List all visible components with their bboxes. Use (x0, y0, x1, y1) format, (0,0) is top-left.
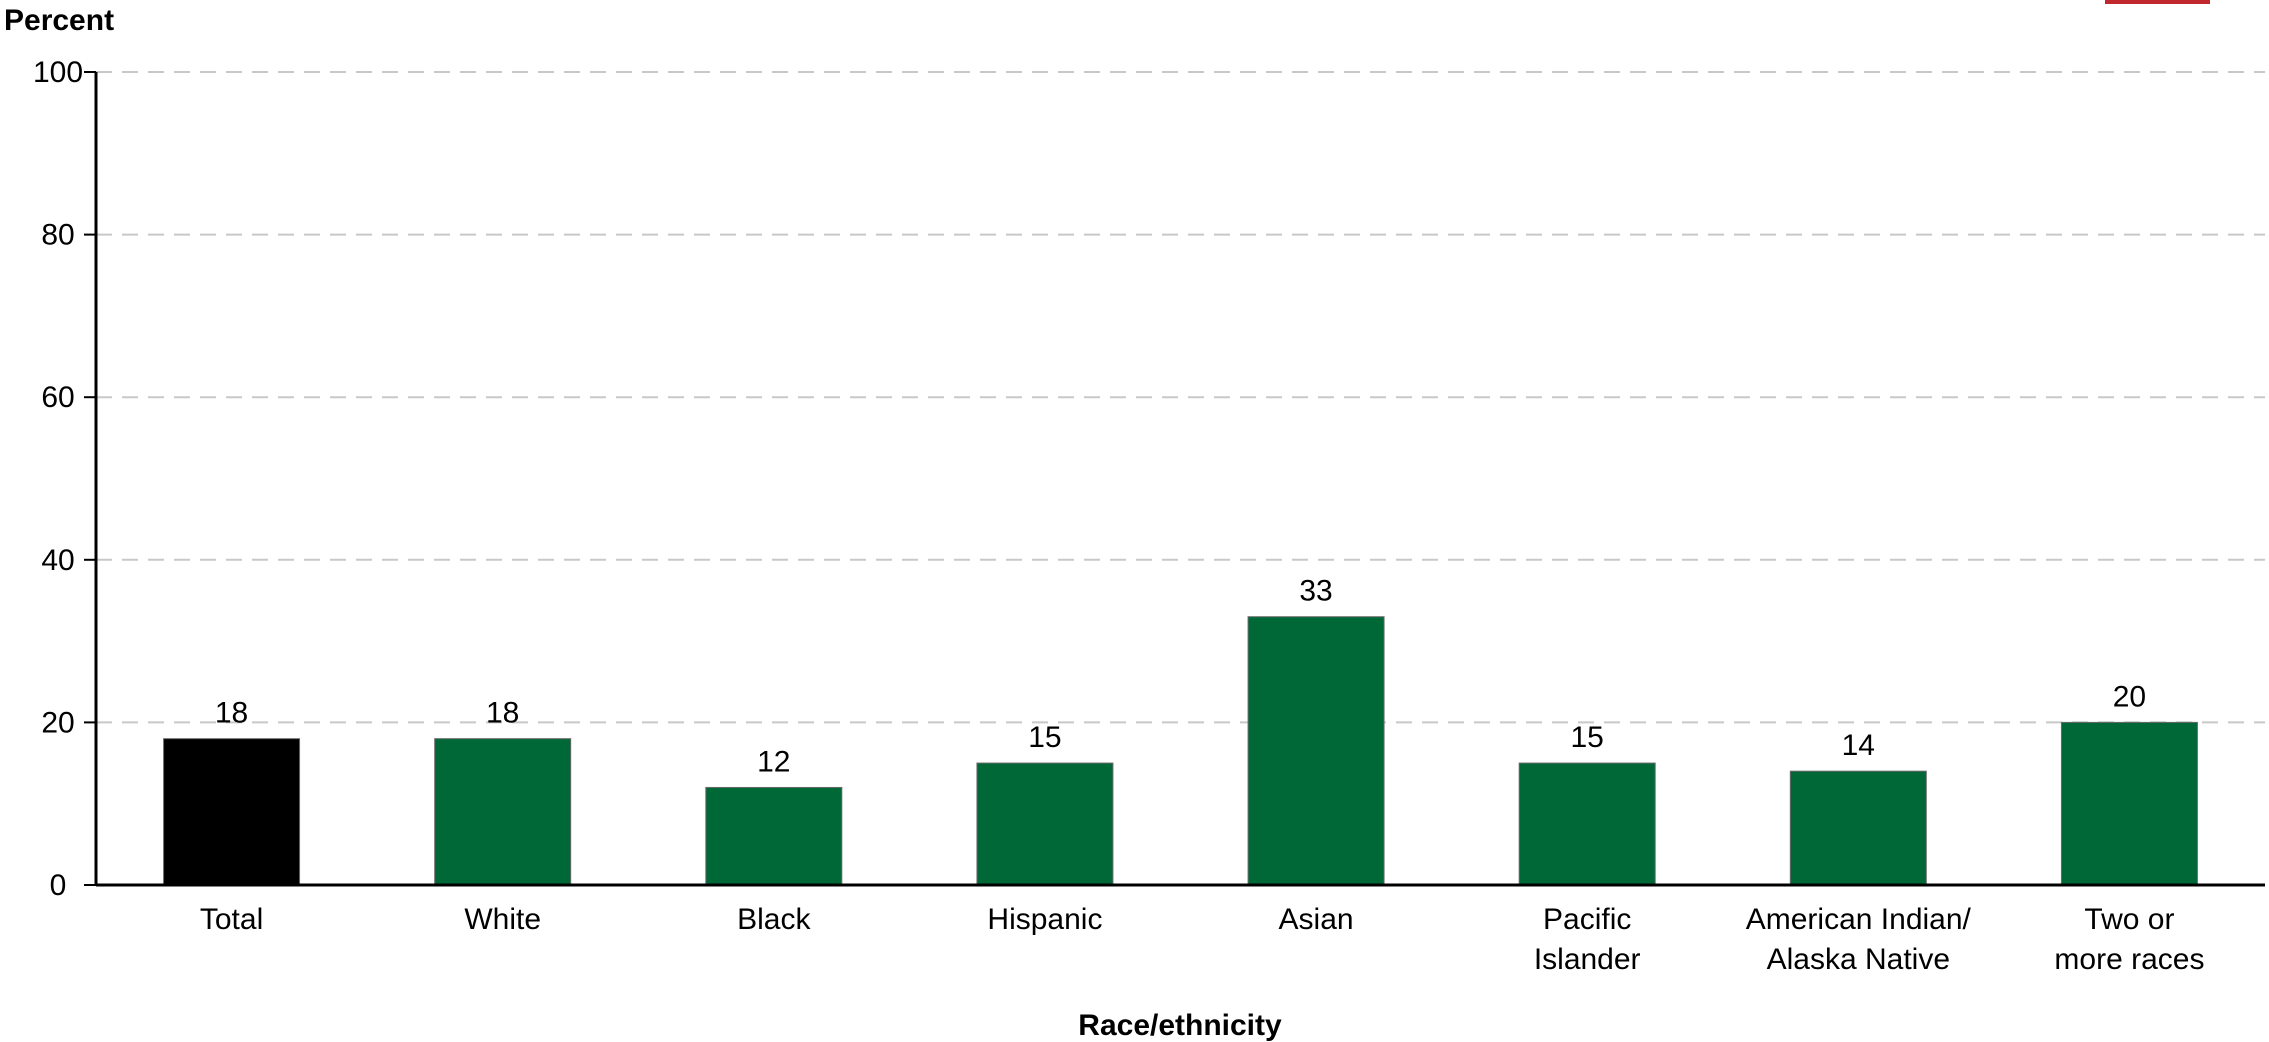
y-tick-labels: 0 20 40 60 80 100 (33, 56, 96, 902)
category-label-7-0: Two or (2084, 903, 2174, 936)
bar-6 (1789, 770, 1927, 886)
axes (94, 72, 2265, 887)
y-tick-label-2: 40 (41, 544, 74, 577)
data-label-0: 18 (215, 697, 248, 730)
category-labels: Total White Black Hispanic Asian Pacific Islan… (200, 903, 2205, 976)
category-label-4-0: Asian (1279, 903, 1354, 936)
category-label-3-0: Hispanic (987, 903, 1102, 936)
y-tick-label-1: 20 (41, 706, 74, 739)
data-label-3: 15 (1028, 721, 1061, 754)
gridlines (96, 71, 2265, 724)
data-label-4: 33 (1299, 575, 1332, 608)
data-label-7: 20 (2113, 680, 2146, 713)
category-label-2-0: Black (737, 903, 811, 936)
category-label-7-1: more races (2054, 943, 2204, 976)
data-label-1: 18 (486, 697, 519, 730)
bar-5 (1518, 762, 1656, 886)
category-label-1-0: White (464, 903, 541, 936)
data-label-2: 12 (757, 745, 790, 778)
bar-7 (2060, 721, 2198, 886)
y-tick-label-4: 80 (41, 219, 74, 252)
x-axis-title: Race/ethnicity (1078, 1009, 1282, 1042)
data-label-6: 14 (1842, 729, 1875, 762)
data-labels: 18 18 12 15 33 15 14 20 (215, 575, 2146, 779)
bar-1 (434, 738, 572, 886)
category-label-5-0: Pacific (1543, 903, 1631, 936)
y-tick-label-3: 60 (41, 381, 74, 414)
bar-3 (976, 762, 1114, 886)
data-label-5: 15 (1571, 721, 1604, 754)
bar-0 (163, 738, 301, 886)
category-label-0-0: Total (200, 903, 263, 936)
bar-4 (1247, 616, 1385, 886)
y-tick-label-0: 0 (50, 869, 67, 902)
category-label-6-0: American Indian/ (1746, 903, 1972, 936)
y-tick-label-5: 100 (33, 56, 83, 89)
category-label-5-1: Islander (1534, 943, 1641, 976)
category-label-6-1: Alaska Native (1767, 943, 1950, 976)
bar-2 (705, 786, 843, 886)
y-axis-title: Percent (4, 4, 114, 37)
bars (163, 616, 2198, 886)
